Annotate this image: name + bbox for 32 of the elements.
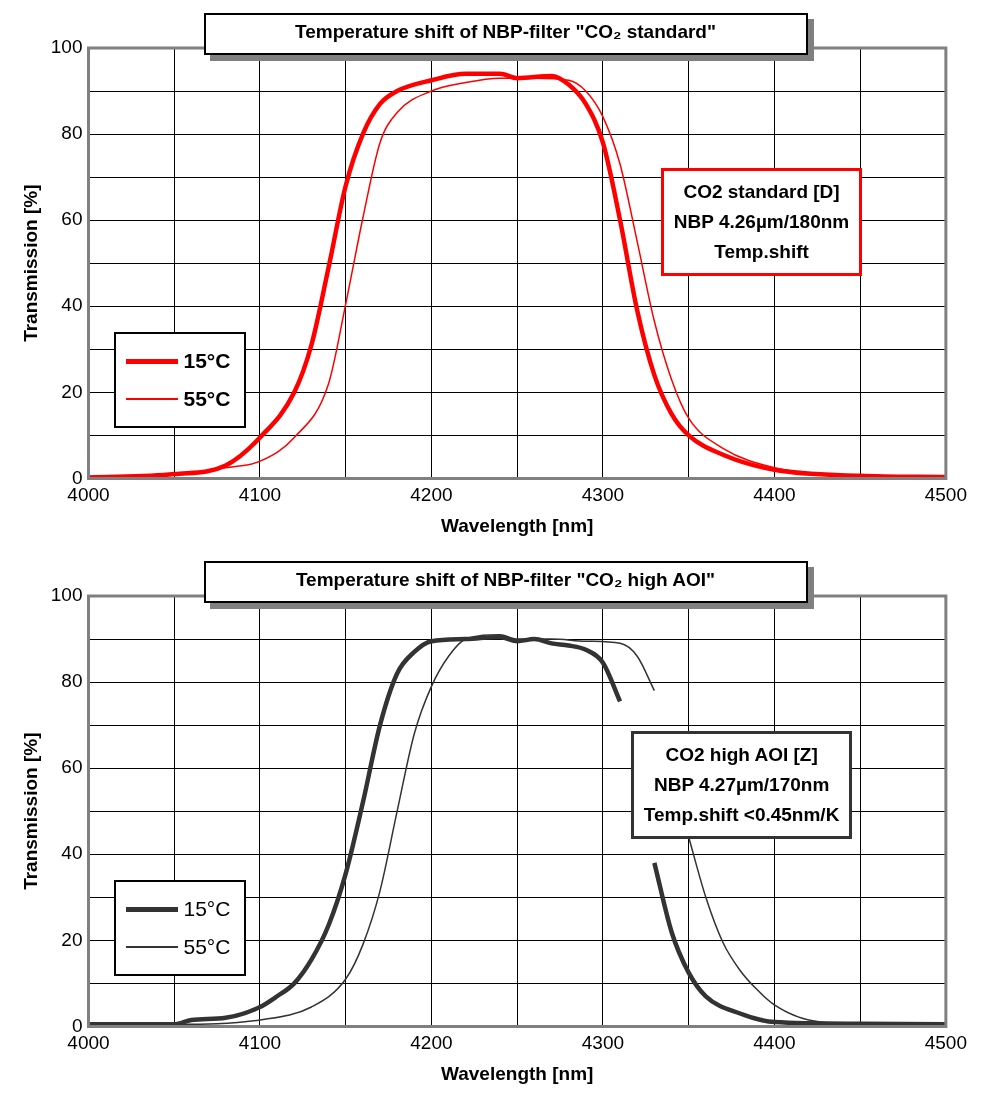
y-axis-title: Transmission [%]: [19, 732, 41, 890]
legend-label: 55°C: [183, 935, 231, 960]
y-tick-label: 40: [61, 294, 83, 316]
x-tick-label: 4200: [410, 1032, 453, 1054]
legend-label: 15°C: [183, 349, 231, 374]
x-tick-label: 4100: [238, 484, 282, 506]
x-axis-title: Wavelength [nm]: [441, 514, 594, 536]
y-tick-label: 60: [61, 208, 83, 230]
x-axis-title: Wavelength [nm]: [441, 1062, 594, 1084]
y-tick-label: 100: [50, 36, 83, 58]
y-tick-label: 20: [61, 380, 83, 402]
y-axis-title: Transmission [%]: [19, 184, 41, 342]
x-tick-label: 4500: [924, 484, 968, 506]
x-tick-label: 4300: [581, 1032, 625, 1054]
x-tick-label: 4300: [581, 484, 625, 506]
x-tick-label: 4200: [410, 484, 453, 506]
y-tick-label: 80: [61, 122, 83, 144]
x-tick-label: 4100: [238, 1032, 282, 1054]
y-tick-label: 100: [50, 584, 83, 606]
y-tick-label: 40: [61, 842, 83, 864]
x-tick-label: 4500: [924, 1032, 968, 1054]
legend-label: 55°C: [183, 387, 231, 412]
x-tick-label: 4400: [753, 484, 796, 506]
annotation: CO2 standard [D] NBP 4.26µm/180nm Temp.shift: [660, 168, 863, 276]
legend-label: 15°C: [183, 897, 231, 922]
annotation: CO2 high AOI [Z] NBP 4.27µm/170nm Temp.shift <0.45nm/K: [630, 731, 853, 839]
chart-title: Temperature shift of NBP-filter "CO₂ standard": [295, 21, 716, 42]
chart-title: Temperature shift of NBP-filter "CO₂ high AOI": [295, 569, 716, 590]
y-tick-label: 20: [61, 928, 83, 950]
y-tick-label: 80: [61, 670, 83, 692]
y-tick-label: 60: [61, 756, 83, 778]
x-tick-label: 4400: [753, 1032, 796, 1054]
